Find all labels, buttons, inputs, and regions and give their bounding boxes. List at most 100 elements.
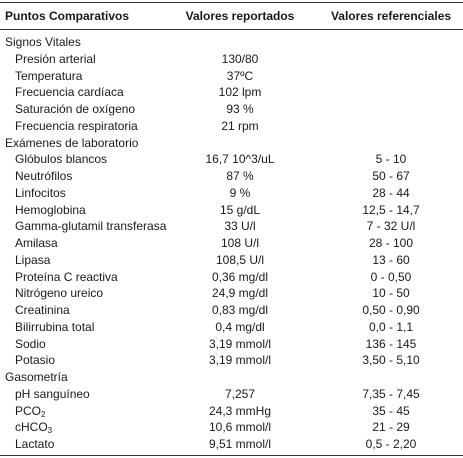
reference-value: 0,5 - 2,20 xyxy=(365,437,417,451)
row-label-main: cHCO xyxy=(15,420,48,435)
table-row: Frecuencia cardíaca 102 lpm xyxy=(0,84,463,100)
row-label: Saturación de oxígeno xyxy=(15,102,136,116)
row-label: Sodio xyxy=(15,336,46,351)
table-row: Neutrófilos 87 % 50 - 67 xyxy=(0,168,463,184)
reference-value: 0,0 - 1,1 xyxy=(368,319,414,334)
row-label: Glóbulos blancos xyxy=(15,152,108,167)
table-row: Lipasa 108,5 U/l 13 - 60 xyxy=(0,252,463,268)
row-label: Creatinina xyxy=(15,303,70,317)
row-label: Frecuencia respiratoria xyxy=(15,118,138,133)
reported-value: 16,7 10^3/uL xyxy=(205,152,275,167)
reported-value: 10,6 mmol/l xyxy=(208,420,272,435)
reference-value: 28 - 100 xyxy=(368,236,414,250)
row-label: Amilasa xyxy=(15,236,58,250)
reference-value: 50 - 67 xyxy=(372,169,410,183)
row-label: Gamma-glutamil transferasa xyxy=(15,219,167,234)
bottom-rule xyxy=(0,455,463,456)
reference-value: 3,50 - 5,10 xyxy=(362,353,420,368)
reported-value: 0,36 mg/dl xyxy=(211,269,269,284)
table-row: Temperatura 37ºC xyxy=(0,68,463,84)
reported-value: 108 U/l xyxy=(220,236,260,250)
section-row: Gasometría xyxy=(0,369,463,385)
table-row: Creatinina 0,83 mg/dl 0,50 - 0,90 xyxy=(0,302,463,318)
section-label: Gasometría xyxy=(5,370,68,384)
row-label: Nitrógeno ureico xyxy=(15,286,104,301)
table-row: Lactato 9,51 mmol/l 0,5 - 2,20 xyxy=(0,436,463,452)
reported-value: 7,257 xyxy=(224,386,256,401)
row-label-subscript: 2 xyxy=(41,409,46,419)
table-row: pH sanguíneo 7,257 7,35 - 7,45 xyxy=(0,386,463,402)
row-label-main: PCO xyxy=(15,403,42,418)
reported-value: 24,9 mg/dl xyxy=(211,286,269,301)
reported-value: 3,19 mmol/l xyxy=(208,336,272,351)
reported-value: 102 lpm xyxy=(218,85,262,100)
table-row: Bilirrubina total 0,4 mg/dl 0,0 - 1,1 xyxy=(0,319,463,335)
header-reference-values: Valores referenciales xyxy=(330,9,452,23)
table-row: Potasio 3,19 mmol/l 3,50 - 5,10 xyxy=(0,352,463,368)
section-label: Exámenes de laboratorio xyxy=(5,135,139,150)
row-label: Temperatura xyxy=(15,68,83,83)
reference-value: 5 - 10 xyxy=(375,152,407,167)
reference-value: 10 - 50 xyxy=(372,286,410,301)
reported-value: 93 % xyxy=(226,102,254,116)
reported-value: 87 % xyxy=(226,169,254,183)
reference-value: 7 - 32 U/l xyxy=(366,219,416,234)
section-row: Signos Vitales xyxy=(0,34,463,50)
table-row: PCO2 24,3 mmHg 35 - 45 xyxy=(0,403,463,419)
table-row: Proteína C reactiva 0,36 mg/dl 0 - 0,50 xyxy=(0,269,463,285)
reported-value: 130/80 xyxy=(221,51,259,66)
row-label: Proteína C reactiva xyxy=(15,269,118,284)
table-header: Puntos Comparativos Valores reportados V… xyxy=(0,8,463,24)
reference-value: 13 - 60 xyxy=(372,252,410,267)
reference-value: 21 - 29 xyxy=(372,420,410,435)
reference-value: 35 - 45 xyxy=(372,403,410,418)
row-label: Potasio xyxy=(15,353,56,368)
table-row: Glóbulos blancos 16,7 10^3/uL 5 - 10 xyxy=(0,151,463,167)
row-label: cHCO3 xyxy=(15,419,52,435)
reported-value: 24,3 mmHg xyxy=(208,403,272,418)
section-row: Exámenes de laboratorio xyxy=(0,135,463,151)
table-row: Hemoglobina 15 g/dL 12,5 - 14,7 xyxy=(0,202,463,218)
row-label: PCO2 xyxy=(15,403,45,419)
table-row: Presión arterial 130/80 xyxy=(0,51,463,67)
reported-value: 9 % xyxy=(229,185,251,200)
row-label: Bilirrubina total xyxy=(15,319,95,334)
reported-value: 33 U/l xyxy=(224,219,256,234)
table-row: Sodio 3,19 mmol/l 136 - 145 xyxy=(0,336,463,352)
table-row: cHCO3 10,6 mmol/l 21 - 29 xyxy=(0,419,463,435)
table-row: Gamma-glutamil transferasa 33 U/l 7 - 32 U… xyxy=(0,218,463,234)
reference-value: 7,35 - 7,45 xyxy=(362,386,420,401)
table-row: Linfocitos 9 % 28 - 44 xyxy=(0,185,463,201)
header-reported-values: Valores reportados xyxy=(185,9,295,23)
section-label: Signos Vitales xyxy=(5,35,81,49)
row-label: Presión arterial xyxy=(15,51,96,66)
table-row: Nitrógeno ureico 24,9 mg/dl 10 - 50 xyxy=(0,285,463,301)
row-label: Frecuencia cardíaca xyxy=(15,85,124,100)
reference-value: 12,5 - 14,7 xyxy=(362,202,420,217)
row-label: Lipasa xyxy=(15,252,51,267)
reported-value: 0,4 mg/dl xyxy=(215,319,265,334)
reported-value: 0,83 mg/dl xyxy=(211,303,269,317)
reference-value: 28 - 44 xyxy=(372,185,410,200)
reference-value: 0 - 0,50 xyxy=(370,269,412,284)
reported-value: 108,5 U/l xyxy=(215,252,265,267)
row-label: pH sanguíneo xyxy=(15,386,90,401)
reported-value: 15 g/dL xyxy=(219,202,261,217)
header-rule xyxy=(0,29,463,30)
row-label: Hemoglobina xyxy=(15,202,86,217)
table-row: Saturación de oxígeno 93 % xyxy=(0,101,463,117)
reported-value: 37ºC xyxy=(226,68,254,83)
reference-value: 0,50 - 0,90 xyxy=(362,303,420,317)
reference-value: 136 - 145 xyxy=(365,336,417,351)
row-label-subscript: 3 xyxy=(47,426,53,436)
header-comparison-points: Puntos Comparativos xyxy=(5,9,130,23)
top-rule xyxy=(0,2,463,3)
row-label: Linfocitos xyxy=(15,185,66,200)
reported-value: 21 rpm xyxy=(221,118,259,133)
table-row: Frecuencia respiratoria 21 rpm xyxy=(0,118,463,134)
reported-value: 9,51 mmol/l xyxy=(208,437,272,451)
row-label: Neutrófilos xyxy=(15,169,73,183)
reported-value: 3,19 mmol/l xyxy=(208,353,272,368)
row-label: Lactato xyxy=(15,437,55,451)
